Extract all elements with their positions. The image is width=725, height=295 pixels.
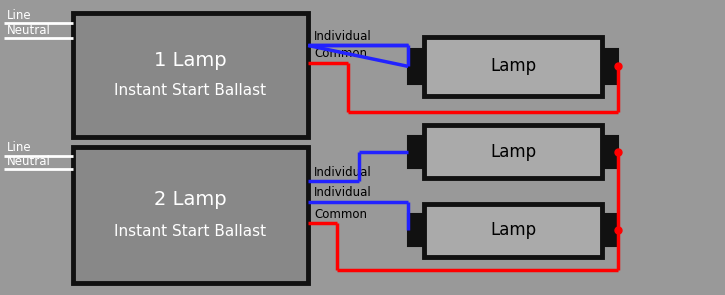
Bar [602,136,618,168]
Text: 1 Lamp: 1 Lamp [154,51,227,70]
Text: Individual: Individual [314,30,372,43]
Bar [602,49,618,84]
Bar [408,136,424,168]
Text: Lamp: Lamp [490,221,536,239]
Text: Line: Line [7,9,32,22]
Text: Instant Start Ballast: Instant Start Ballast [115,83,266,98]
Text: Individual: Individual [314,166,372,179]
Bar [72,148,308,283]
Text: Individual: Individual [314,186,372,199]
Text: Lamp: Lamp [490,143,536,161]
Text: Line: Line [7,141,32,154]
Text: Neutral: Neutral [7,24,51,37]
Text: Lamp: Lamp [490,57,536,76]
Text: Instant Start Ballast: Instant Start Ballast [115,224,266,239]
Bar [72,13,308,137]
Text: Neutral: Neutral [7,155,51,168]
Bar [424,125,602,178]
Bar [602,214,618,246]
Text: 2 Lamp: 2 Lamp [154,190,227,209]
Text: Common: Common [314,208,367,221]
Bar [424,37,602,96]
Bar [424,204,602,257]
Text: Common: Common [314,47,367,60]
Bar [408,214,424,246]
Bar [408,49,424,84]
